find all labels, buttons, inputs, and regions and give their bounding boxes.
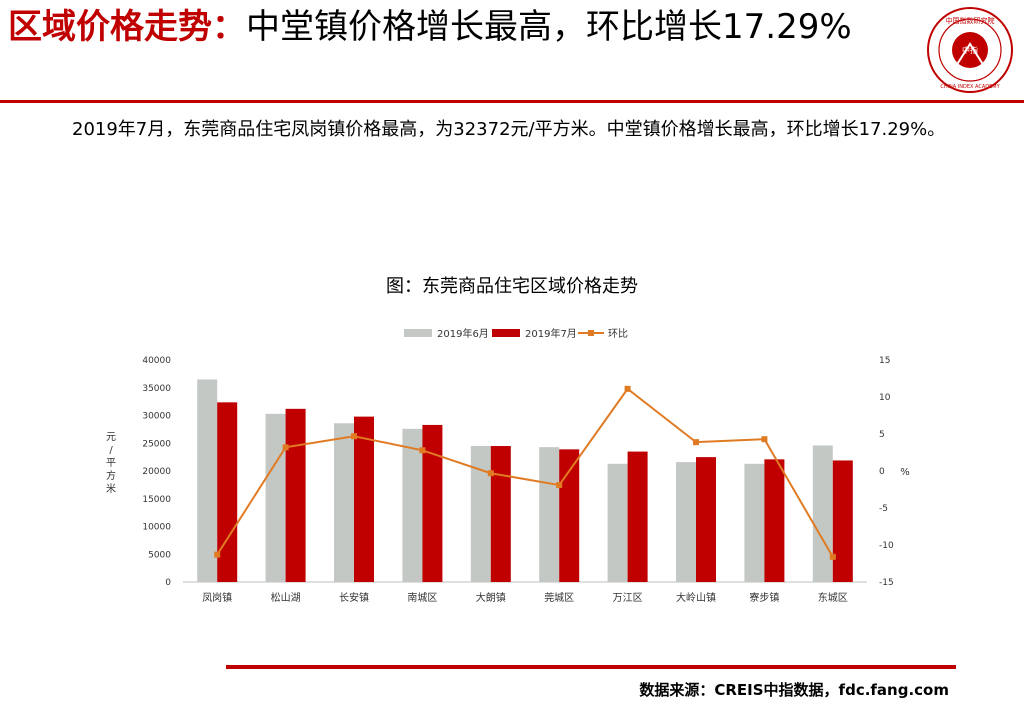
bar-2019-06 [265,413,286,582]
footer-divider [226,665,956,669]
y-right-axis-label: % [900,467,910,478]
x-tick-label: 东城区 [818,591,848,604]
logo-text-center: 中指 [962,45,978,55]
bar-2019-06 [676,462,696,582]
bar-2019-06 [402,428,423,582]
y-left-tick-label: 0 [165,578,171,588]
bar-2019-06 [744,463,765,582]
y-left-tick-label: 30000 [142,412,171,422]
y-left-axis-label-char: 方 [106,469,116,482]
bar-2019-07 [832,460,853,582]
bar-2019-06 [607,463,628,582]
page-title: 区域价格走势：中堂镇价格增长最高，环比增长17.29% [8,2,908,52]
legend-label-2019-06: 2019年6月 [437,327,489,340]
y-right-tick-label: 10 [879,393,891,403]
y-left-tick-label: 35000 [142,384,171,394]
legend-swatch-mom-marker [588,330,594,336]
bar-2019-07 [696,457,716,582]
y-right-tick-label: 0 [879,467,885,477]
bar-2019-07 [559,449,580,582]
y-left-tick-label: 5000 [148,550,171,560]
y-right-tick-label: -5 [879,504,888,514]
mom-point [487,470,494,477]
bar-2019-07 [422,424,443,582]
bar-2019-06 [334,423,354,582]
y-left-axis-label-char: / [109,445,113,456]
mom-point [282,444,289,451]
bar-2019-06 [812,445,833,582]
x-tick-label: 松山湖 [271,591,301,604]
logo-text-top: 中国指数研究院 [946,16,995,25]
y-right-tick-label: -15 [879,578,894,588]
page-title-rest: 中堂镇价格增长最高，环比增长17.29% [246,7,852,47]
x-tick-label: 大朗镇 [476,591,506,604]
x-tick-label: 南城区 [407,591,437,604]
summary-paragraph: 2019年7月，东莞商品住宅凤岗镇价格最高，为32372元/平方米。中堂镇价格增… [72,119,946,140]
legend-label-mom: 环比 [608,328,628,340]
y-left-axis-label-char: 平 [106,458,116,469]
x-tick-label: 大岭山镇 [676,591,716,604]
legend-label-2019-07: 2019年7月 [525,327,577,340]
china-index-academy-logo: 中国指数研究院 中指 CHINA INDEX ACADEMY [927,7,1013,93]
y-left-tick-label: 20000 [142,467,171,477]
chart-title: 图：东莞商品住宅区域价格走势 [386,276,638,297]
bar-2019-07 [764,459,785,582]
bar-2019-07 [217,402,238,582]
y-right-tick-label: 15 [879,356,890,366]
mom-point [761,436,768,443]
x-tick-label: 寮步镇 [749,591,779,604]
bar-2019-07 [627,451,648,582]
y-right-tick-label: 5 [879,430,885,440]
bar-2019-06 [197,379,218,582]
bar-2019-07 [354,416,374,582]
y-left-tick-label: 10000 [142,523,171,533]
mom-line [216,387,834,558]
y-right-tick-label: -10 [879,541,894,551]
mom-point [351,433,357,440]
y-left-tick-label: 40000 [142,356,171,366]
bar-2019-07 [285,408,306,582]
bar-2019-06 [539,447,560,582]
title-divider [0,100,1024,103]
mom-point [214,551,221,558]
x-tick-label: 凤岗镇 [202,591,232,604]
mom-point [693,439,699,446]
x-tick-label: 莞城区 [544,592,574,604]
y-left-tick-label: 25000 [142,439,171,449]
legend-swatch-2019-07 [492,329,520,337]
y-left-tick-label: 15000 [142,495,171,505]
bar-2019-06 [470,446,491,582]
x-tick-label: 万江区 [613,592,643,604]
y-left-axis-label-char: 元 [106,432,116,443]
mom-point [419,447,426,454]
mom-point [624,385,631,392]
legend-swatch-2019-06 [404,329,432,337]
mom-point [556,482,563,489]
x-tick-label: 长安镇 [339,591,369,604]
data-source: 数据来源：CREIS中指数据，fdc.fang.com [639,681,949,699]
mom-point [829,553,836,560]
logo-text-bottom: CHINA INDEX ACADEMY [940,84,1000,90]
bar-2019-07 [490,446,511,582]
y-left-axis-label-char: 米 [106,482,116,495]
page-title-highlight: 区域价格走势： [8,7,246,47]
